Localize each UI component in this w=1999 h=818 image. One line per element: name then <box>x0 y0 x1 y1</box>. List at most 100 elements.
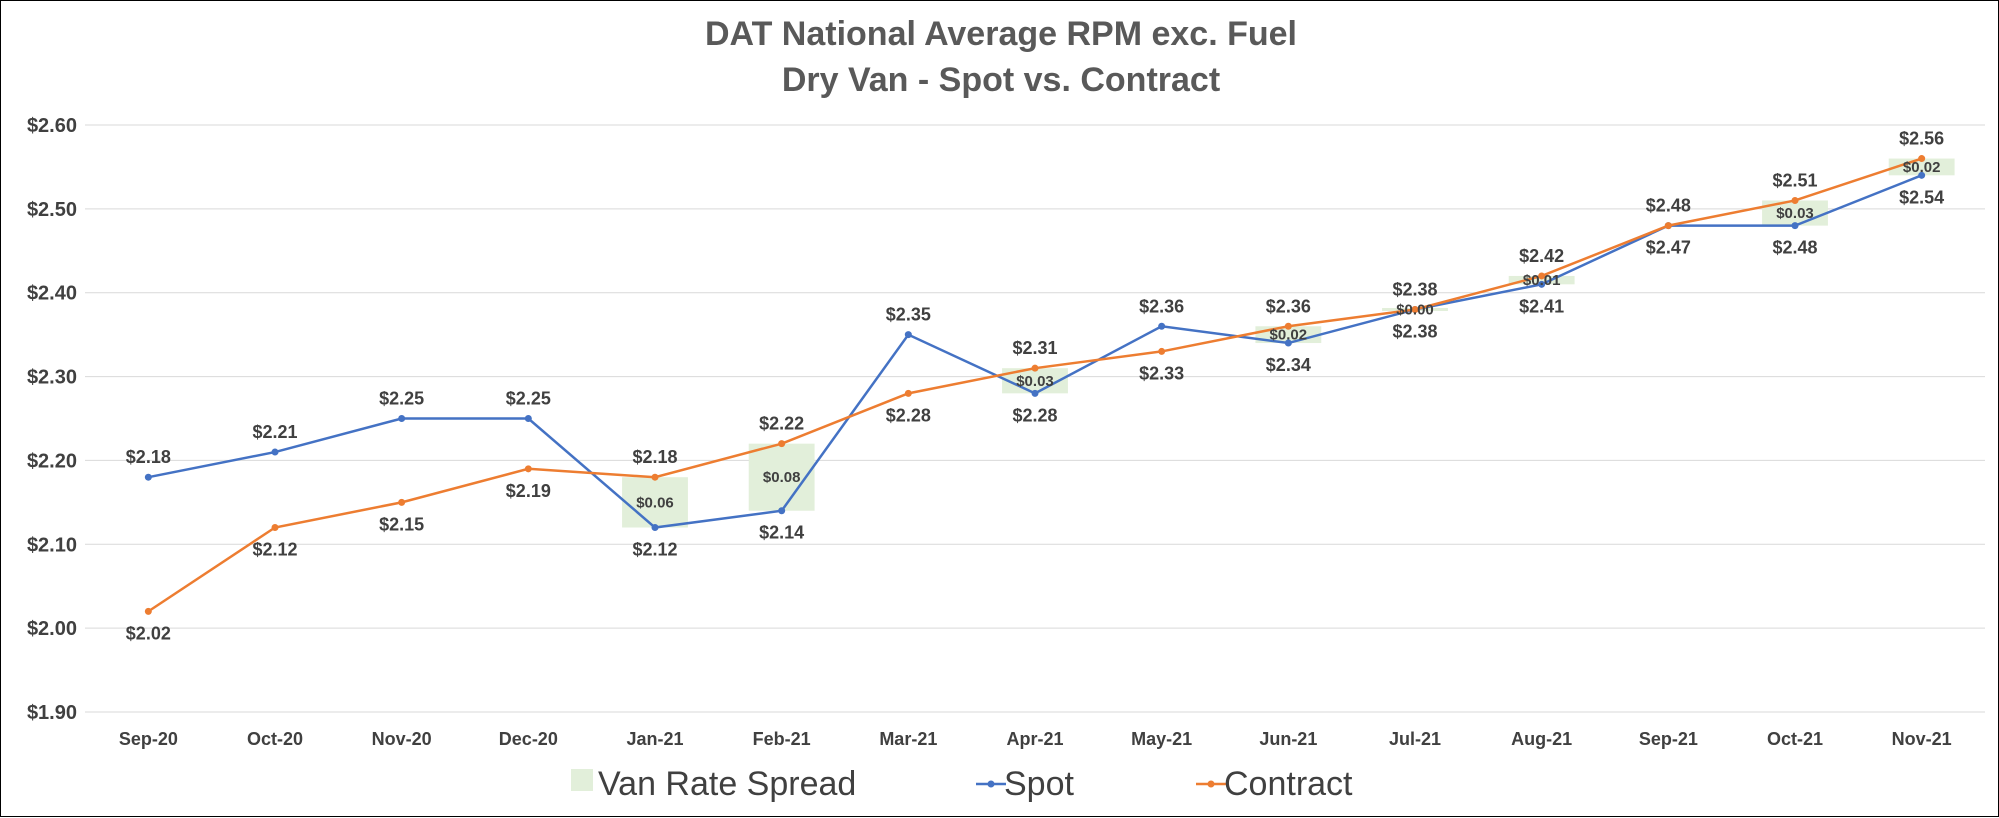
spread-bar <box>748 443 815 511</box>
data-labels: $2.18 $2.21 $2.25 $2.25 $2.12 $2.14 $2.35 $2.28… <box>126 129 1944 644</box>
data-point-contract <box>144 607 152 615</box>
data-label-spot: $2.54 <box>1899 187 1944 207</box>
y-tick-label: $2.00 <box>27 618 77 640</box>
legend: Van Rate Spread Spot Contract <box>571 765 1353 803</box>
y-tick-label: $2.60 <box>27 115 77 137</box>
x-tick-label: Nov-21 <box>1892 729 1952 749</box>
x-tick-label: Sep-20 <box>119 729 178 749</box>
data-label-contract: $2.48 <box>1646 196 1691 216</box>
y-axis-ticks: $1.90 $2.00 $2.10 $2.20 $2.30 $2.40 $2.50 $2.60 <box>27 115 77 724</box>
data-point-contract <box>398 498 406 506</box>
data-point-contract <box>1918 155 1926 163</box>
spread-label: $0.06 <box>636 494 674 511</box>
data-label-spot: $2.41 <box>1519 296 1564 316</box>
x-tick-label: Jun-21 <box>1259 729 1317 749</box>
data-point-spot <box>1031 389 1039 397</box>
chart-title: DAT National Average RPM exc. Fuel <box>705 15 1297 53</box>
data-label-spot: $2.48 <box>1772 238 1817 258</box>
data-label-contract: $2.19 <box>506 481 551 501</box>
spread-label: $0.02 <box>1903 159 1941 176</box>
x-tick-label: Mar-21 <box>879 729 937 749</box>
data-label-contract: $2.56 <box>1899 129 1944 149</box>
x-tick-label: Jul-21 <box>1389 729 1441 749</box>
x-tick-label: Oct-21 <box>1767 729 1823 749</box>
data-label-contract: $2.15 <box>379 514 424 534</box>
data-label-contract: $2.22 <box>759 414 804 434</box>
data-point-contract <box>1538 272 1546 280</box>
data-label-spot: $2.35 <box>886 305 931 325</box>
data-point-contract <box>1791 196 1799 204</box>
data-point-spot <box>778 507 786 515</box>
y-tick-label: $2.40 <box>27 283 77 305</box>
spread-label: $0.00 <box>1396 301 1434 318</box>
spread-label: $0.03 <box>1776 205 1814 222</box>
data-point-spot <box>1918 171 1926 179</box>
data-label-spot: $2.36 <box>1139 296 1184 316</box>
data-label-contract: $2.18 <box>632 447 677 467</box>
data-label-spot: $2.21 <box>252 422 297 442</box>
data-label-spot: $2.34 <box>1266 355 1311 375</box>
spread-label: $0.02 <box>1270 327 1308 344</box>
spread-bar <box>622 477 688 528</box>
chart-subtitle: Dry Van - Spot vs. Contract <box>782 61 1220 99</box>
legend-spot-marker <box>987 780 995 788</box>
x-tick-label: Sep-21 <box>1639 729 1698 749</box>
data-point-spot <box>651 524 659 532</box>
data-label-spot: $2.38 <box>1392 321 1437 341</box>
y-tick-label: $2.10 <box>27 534 77 556</box>
x-tick-label: May-21 <box>1131 729 1192 749</box>
legend-spread-label: Van Rate Spread <box>598 765 856 803</box>
legend-spot-label: Spot <box>1004 765 1074 803</box>
data-label-contract: $2.28 <box>886 405 931 425</box>
data-point-spot <box>1284 339 1292 347</box>
data-label-spot: $2.28 <box>1012 405 1057 425</box>
y-tick-label: $2.20 <box>27 450 77 472</box>
x-tick-label: Jan-21 <box>626 729 683 749</box>
data-label-contract: $2.12 <box>252 540 297 560</box>
data-label-contract: $2.51 <box>1772 170 1817 190</box>
data-point-spot <box>524 415 532 422</box>
spread-bar <box>1508 275 1575 285</box>
data-point-contract <box>904 389 912 397</box>
data-label-contract: $2.36 <box>1266 296 1311 316</box>
legend-contract-marker <box>1207 780 1215 788</box>
spread-label: $0.03 <box>1016 373 1054 390</box>
spread-label: $0.01 <box>1523 272 1561 289</box>
data-label-contract: $2.38 <box>1392 279 1437 299</box>
data-point-spot <box>1791 222 1799 230</box>
spread-label: $0.08 <box>763 469 801 486</box>
data-point-contract <box>1411 305 1419 313</box>
data-label-spot: $2.14 <box>759 523 804 543</box>
data-label-contract: $2.33 <box>1139 363 1184 383</box>
y-tick-label: $2.50 <box>27 199 77 221</box>
data-point-contract <box>1664 222 1672 230</box>
x-tick-label: Dec-20 <box>499 729 558 749</box>
data-label-contract: $2.31 <box>1012 338 1057 358</box>
data-point-spot <box>144 473 152 481</box>
legend-spread-swatch <box>571 769 593 791</box>
data-point-spot <box>1158 322 1166 330</box>
y-tick-label: $1.90 <box>27 702 77 724</box>
data-label-spot: $2.25 <box>506 389 551 409</box>
y-tick-label: $2.30 <box>27 367 77 389</box>
data-point-contract <box>271 524 279 532</box>
x-axis-ticks: Sep-20 Oct-20 Nov-20 Dec-20 Jan-21 Feb-21 Mar-… <box>119 729 1952 749</box>
series-lines <box>144 155 1926 615</box>
x-tick-label: Nov-20 <box>372 729 432 749</box>
x-tick-label: Apr-21 <box>1006 729 1063 749</box>
x-tick-label: Feb-21 <box>753 729 811 749</box>
x-tick-label: Oct-20 <box>247 729 303 749</box>
data-label-spot: $2.25 <box>379 389 424 409</box>
data-label-spot: $2.47 <box>1646 238 1691 258</box>
data-point-contract <box>778 440 786 448</box>
data-point-contract <box>1031 364 1039 372</box>
data-point-spot <box>398 415 406 422</box>
data-label-spot: $2.12 <box>632 540 677 560</box>
data-label-contract: $2.02 <box>126 623 171 643</box>
data-point-contract <box>1284 322 1292 330</box>
data-point-spot <box>1538 280 1546 288</box>
x-tick-label: Aug-21 <box>1511 729 1572 749</box>
data-point-contract <box>524 465 532 473</box>
